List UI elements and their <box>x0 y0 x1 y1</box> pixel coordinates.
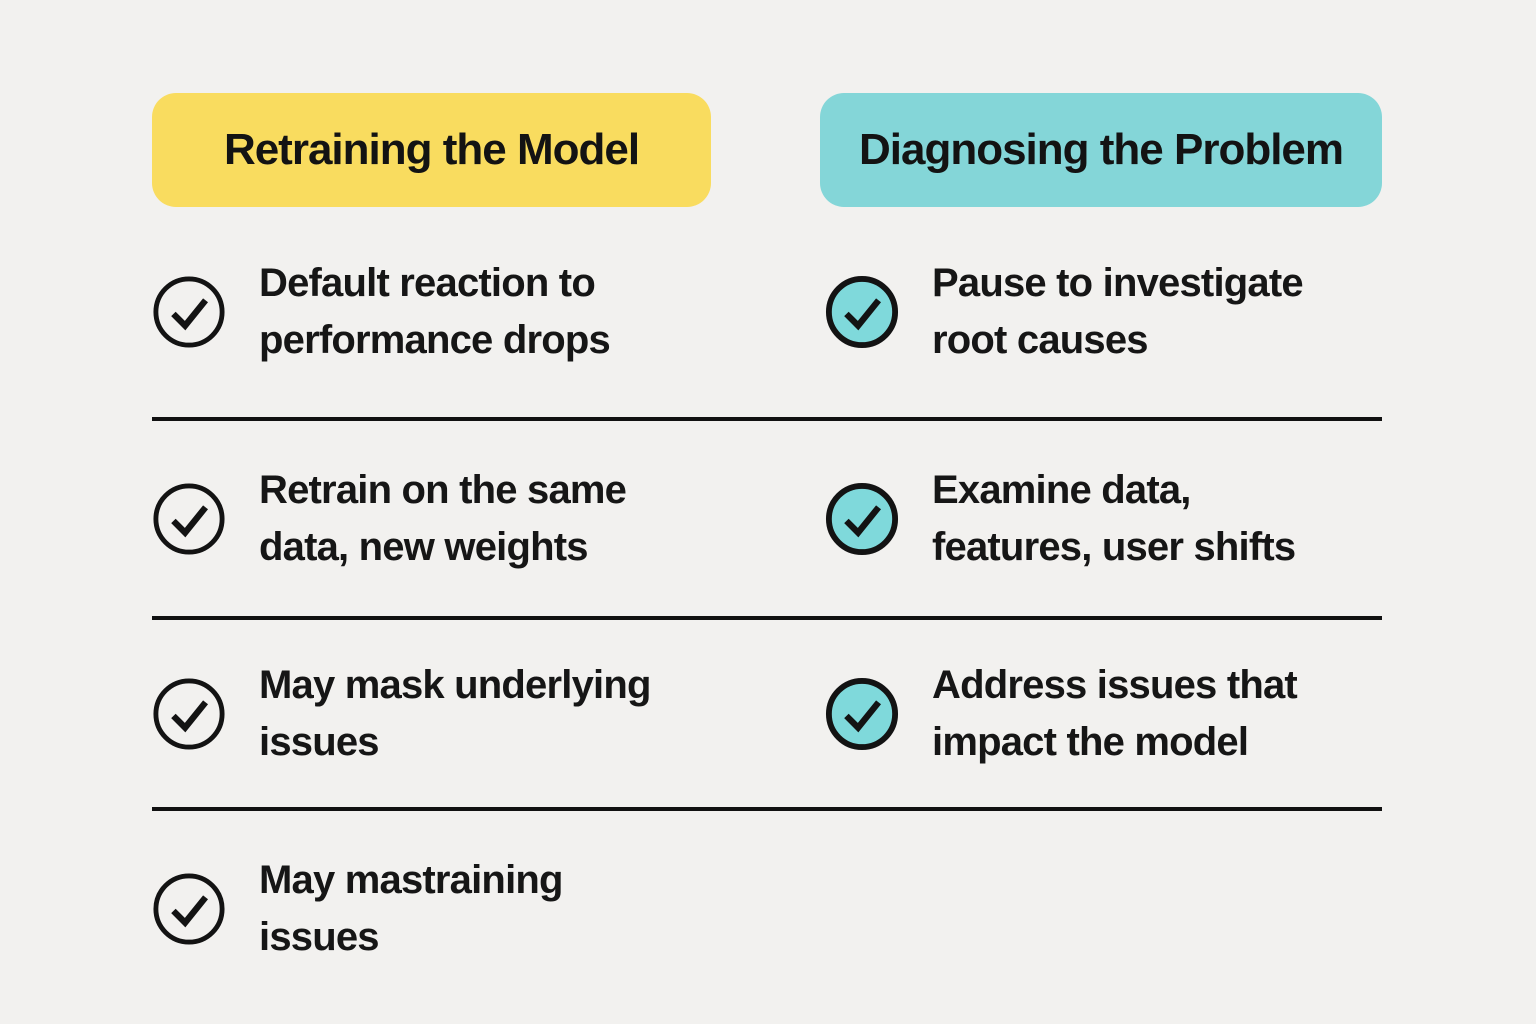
table-cell-retraining: Retrain on the same data, new weights <box>152 462 820 576</box>
table-row: Default reaction to performance drops Pa… <box>152 207 1382 417</box>
cell-text-line: impact the model <box>932 719 1249 764</box>
cell-text-line: data, new weights <box>259 524 588 569</box>
cell-text-line: features, user shifts <box>932 524 1296 569</box>
table-cell-diagnosing: Address issues that impact the model <box>820 657 1382 771</box>
check-circle-icon <box>152 275 226 349</box>
cell-text-line: Address issues that <box>932 662 1298 707</box>
cell-text: Pause to investigate root causes <box>932 255 1304 369</box>
cell-text: Examine data, features, user shifts <box>932 462 1296 576</box>
table-cell-retraining: May mask underlying issues <box>152 657 820 771</box>
cell-text-line: May mask underlying <box>259 662 651 707</box>
check-circle-icon <box>152 872 226 946</box>
cell-text-line: Pause to investigate <box>932 261 1304 305</box>
cell-text-line: May mastraining <box>259 858 563 902</box>
table-cell-diagnosing: Pause to investigate root causes <box>820 255 1382 369</box>
comparison-table: Retraining the Model Diagnosing the Prob… <box>152 93 1382 1007</box>
cell-text: Retrain on the same data, new weights <box>259 462 627 576</box>
table-row: Retrain on the same data, new weights Ex… <box>152 421 1382 616</box>
cell-text-line: Examine data, <box>932 467 1191 512</box>
cell-text-line: performance drops <box>259 318 611 362</box>
check-circle-icon <box>825 275 899 349</box>
cell-text: Default reaction to performance drops <box>259 255 611 369</box>
cell-text: May mask underlying issues <box>259 657 651 771</box>
table-cell-diagnosing: Examine data, features, user shifts <box>820 462 1382 576</box>
row-divider <box>152 616 1382 620</box>
cell-text-line: root causes <box>932 318 1149 362</box>
table-row: May mastraining issues <box>152 811 1382 1007</box>
cell-text-line: issues <box>259 915 380 959</box>
check-circle-icon <box>152 677 226 751</box>
column-header-label: Retraining the Model <box>223 125 640 174</box>
table-row: May mask underlying issues Address issue… <box>152 620 1382 807</box>
check-circle-icon <box>825 482 899 556</box>
column-headers: Retraining the Model Diagnosing the Prob… <box>152 93 1382 207</box>
check-circle-icon <box>152 482 226 556</box>
cell-text: Address issues that impact the model <box>932 657 1298 771</box>
row-divider <box>152 807 1382 811</box>
column-header-retraining: Retraining the Model <box>152 93 711 207</box>
cell-text-line: Default reaction to <box>259 261 596 305</box>
column-header-label: Diagnosing the Problem <box>858 125 1344 174</box>
table-cell-retraining: May mastraining issues <box>152 852 820 966</box>
row-divider <box>152 417 1382 421</box>
cell-text-line: Retrain on the same <box>259 467 627 512</box>
cell-text: May mastraining issues <box>259 852 563 966</box>
cell-text-line: issues <box>259 719 380 764</box>
table-cell-retraining: Default reaction to performance drops <box>152 255 820 369</box>
column-header-diagnosing: Diagnosing the Problem <box>820 93 1382 207</box>
check-circle-icon <box>825 677 899 751</box>
